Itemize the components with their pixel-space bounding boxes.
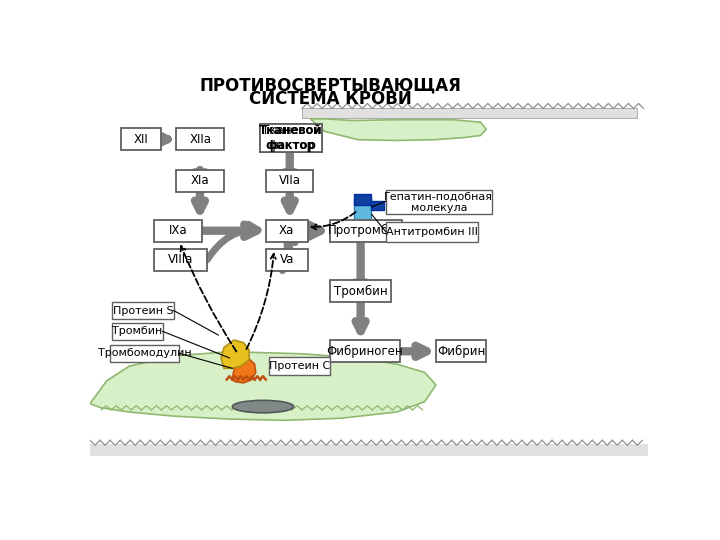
Text: Тромбомодулин: Тромбомодулин xyxy=(98,348,192,359)
FancyBboxPatch shape xyxy=(260,124,322,152)
Text: СИСТЕМА КРОВИ: СИСТЕМА КРОВИ xyxy=(248,90,411,108)
Text: Тромбин: Тромбин xyxy=(334,285,387,298)
FancyBboxPatch shape xyxy=(372,201,384,210)
Text: Тканевой
фактор: Тканевой фактор xyxy=(259,124,323,152)
Text: Фибриноген: Фибриноген xyxy=(326,345,403,358)
FancyBboxPatch shape xyxy=(266,249,307,271)
Text: VIIa: VIIa xyxy=(279,174,300,187)
Text: Гепатин-подобная
молекула: Гепатин-подобная молекула xyxy=(384,192,493,213)
Polygon shape xyxy=(90,352,436,420)
FancyBboxPatch shape xyxy=(121,129,161,150)
FancyBboxPatch shape xyxy=(260,124,322,152)
FancyBboxPatch shape xyxy=(330,341,400,362)
Polygon shape xyxy=(233,358,256,383)
FancyBboxPatch shape xyxy=(266,220,307,241)
Text: Фибрин: Фибрин xyxy=(437,345,485,358)
Text: XIa: XIa xyxy=(191,174,210,187)
Text: VIIIa: VIIIa xyxy=(168,253,194,266)
FancyBboxPatch shape xyxy=(176,170,224,192)
FancyBboxPatch shape xyxy=(154,249,207,271)
FancyBboxPatch shape xyxy=(109,345,179,362)
FancyBboxPatch shape xyxy=(436,341,486,362)
Text: Протеин С: Протеин С xyxy=(269,361,330,371)
Polygon shape xyxy=(221,340,249,368)
Text: Тканевой
фактор: Тканевой фактор xyxy=(261,124,320,152)
FancyBboxPatch shape xyxy=(330,280,392,302)
FancyBboxPatch shape xyxy=(90,444,648,456)
FancyBboxPatch shape xyxy=(302,107,637,118)
FancyBboxPatch shape xyxy=(269,357,330,375)
Text: Протеин S: Протеин S xyxy=(113,306,174,315)
FancyBboxPatch shape xyxy=(386,221,478,241)
Text: Va: Va xyxy=(279,253,294,266)
Text: Протромбин: Протромбин xyxy=(328,224,405,237)
Text: Антитромбин III: Антитромбин III xyxy=(386,227,477,237)
Polygon shape xyxy=(310,119,486,140)
Text: IXa: IXa xyxy=(168,224,187,237)
FancyBboxPatch shape xyxy=(386,191,492,214)
FancyBboxPatch shape xyxy=(112,322,163,340)
Text: Тромбин: Тромбин xyxy=(112,326,163,336)
FancyBboxPatch shape xyxy=(176,129,224,150)
Text: Xa: Xa xyxy=(279,224,294,237)
FancyBboxPatch shape xyxy=(354,194,372,205)
FancyBboxPatch shape xyxy=(330,220,402,241)
Text: ПРОТИВОСВЕРТЫВАЮЩАЯ: ПРОТИВОСВЕРТЫВАЮЩАЯ xyxy=(199,77,461,94)
Ellipse shape xyxy=(233,400,294,413)
Text: XIIa: XIIa xyxy=(189,133,211,146)
FancyBboxPatch shape xyxy=(112,302,174,319)
FancyBboxPatch shape xyxy=(354,198,372,223)
Text: XII: XII xyxy=(133,133,148,146)
FancyBboxPatch shape xyxy=(266,170,313,192)
FancyBboxPatch shape xyxy=(154,220,202,241)
